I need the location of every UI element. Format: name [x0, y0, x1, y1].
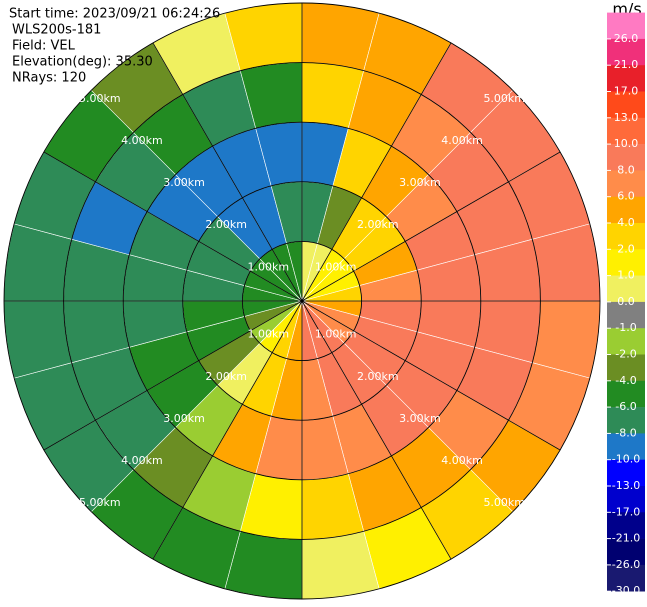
- colorbar-tick-label: 10.0: [614, 137, 639, 150]
- colorbar-segment: [607, 170, 645, 197]
- colorbar-segment: [607, 328, 645, 355]
- range-ring: [3, 2, 601, 600]
- spoke: [301, 42, 452, 302]
- colorbar-tick-label: -21.0: [612, 532, 640, 545]
- colorbar-segment: [607, 223, 645, 250]
- colorbar-tick-label: 4.0: [617, 216, 635, 229]
- spoke: [301, 151, 561, 302]
- range-label: 3.00km: [163, 412, 205, 425]
- colorbar-tick-label: 2.0: [617, 242, 635, 255]
- colorbar-tick-label: -10.0: [612, 453, 640, 466]
- range-label: 5.00km: [79, 496, 121, 509]
- colorbar-segment: [607, 301, 645, 329]
- colorbar-tick-label: -30.0: [612, 584, 640, 597]
- colorbar-segment: [607, 249, 645, 276]
- range-ring: [122, 121, 482, 481]
- colorbar-segment: [607, 380, 645, 408]
- range-label: 4.00km: [441, 134, 483, 147]
- colorbar-tick-label: 26.0: [614, 32, 639, 45]
- colorbar-tick-label: 8.0: [617, 163, 635, 176]
- colorbar-tick-label: -8.0: [615, 426, 636, 439]
- colorbar-segment: [607, 407, 645, 434]
- colorbar-segment: [607, 354, 645, 382]
- colorbar-segment: [607, 196, 645, 224]
- colorbar-segment: [607, 459, 645, 487]
- header-line: Elevation(deg): 35.30: [12, 55, 153, 70]
- range-label: 2.00km: [205, 370, 247, 383]
- range-label: 3.00km: [399, 412, 441, 425]
- colorbar-segment: [607, 12, 645, 40]
- colorbar-tick-label: -17.0: [612, 505, 640, 518]
- range-ring: [182, 181, 422, 421]
- colorbar-segment: [607, 91, 645, 119]
- ppi-plot: 1.00km 1.00km 1.00km 1.00km 2.00km 2.00km 2.00…: [3, 2, 601, 600]
- header-line: Start time: 2023/09/21 06:24:26: [9, 7, 220, 22]
- colorbar-segment: [607, 512, 645, 539]
- spoke: [43, 300, 303, 451]
- colorbar-tick-label: 1.0: [617, 269, 635, 282]
- spoke: [152, 42, 303, 302]
- spoke: [301, 300, 561, 451]
- range-label: 1.00km: [248, 328, 290, 341]
- header-line: Field: VEL: [12, 39, 76, 54]
- colorbar-segment: [607, 433, 645, 460]
- range-label: 2.00km: [357, 218, 399, 231]
- colorbar-segment: [607, 65, 645, 92]
- range-label: 3.00km: [163, 176, 205, 189]
- colorbar-tick-label: -2.0: [615, 348, 636, 361]
- range-label: 1.00km: [315, 328, 357, 341]
- range-label: 5.00km: [483, 496, 525, 509]
- colorbar-tick-label: 13.0: [614, 111, 639, 124]
- range-label: 4.00km: [121, 134, 163, 147]
- spoke: [152, 300, 303, 560]
- header: Start time: 2023/09/21 06:24:26WLS200s-1…: [9, 7, 220, 86]
- colorbar-tick-label: 21.0: [614, 58, 639, 71]
- range-ring: [241, 240, 363, 362]
- colorbar-segment: [607, 486, 645, 513]
- range-label: 3.00km: [399, 176, 441, 189]
- header-line: WLS200s-181: [12, 23, 101, 38]
- colorbar-tick-label: -13.0: [612, 479, 640, 492]
- colorbar-tick-label: -6.0: [615, 400, 636, 413]
- range-label: 1.00km: [315, 260, 357, 273]
- colorbar-tick-label: 17.0: [614, 85, 639, 98]
- range-label: 1.00km: [248, 260, 290, 273]
- colorbar-segment: [607, 564, 645, 592]
- range-label: 4.00km: [121, 454, 163, 467]
- range-label: 4.00km: [441, 454, 483, 467]
- spoke: [43, 151, 303, 302]
- colorbar-segment: [607, 275, 645, 303]
- colorbar-segment: [607, 538, 645, 566]
- colorbar: m/s26.021.017.013.010.08.06.04.02.01.00.…: [607, 0, 645, 597]
- colorbar-tick-label: 6.0: [617, 190, 635, 203]
- range-ring: [63, 62, 541, 540]
- spoke: [301, 300, 452, 560]
- colorbar-segment: [607, 144, 645, 171]
- range-label: 5.00km: [483, 92, 525, 105]
- colorbar-segment: [607, 117, 645, 145]
- colorbar-tick-label: -4.0: [615, 374, 636, 387]
- range-label: 2.00km: [205, 218, 247, 231]
- range-label: 2.00km: [357, 370, 399, 383]
- colorbar-tick-label: -1.0: [615, 321, 636, 334]
- colorbar-segment: [607, 38, 645, 66]
- header-line: NRays: 120: [12, 71, 86, 86]
- range-label: 5.00km: [79, 92, 121, 105]
- colorbar-tick-label: 0.0: [617, 295, 635, 308]
- colorbar-tick-label: -26.0: [612, 558, 640, 571]
